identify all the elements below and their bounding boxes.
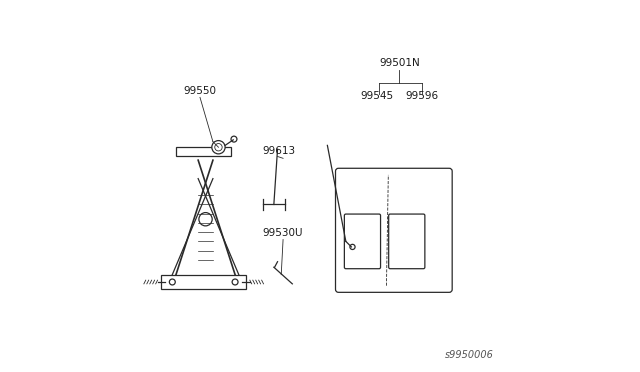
Text: s9950006: s9950006 (445, 350, 493, 359)
FancyBboxPatch shape (176, 147, 232, 157)
Circle shape (232, 279, 238, 285)
Text: 99501N: 99501N (379, 58, 420, 68)
Circle shape (212, 141, 225, 154)
FancyBboxPatch shape (344, 214, 381, 269)
FancyBboxPatch shape (335, 168, 452, 292)
Text: 99613: 99613 (263, 147, 296, 157)
Text: 99530U: 99530U (263, 228, 303, 238)
Circle shape (199, 212, 212, 226)
FancyBboxPatch shape (161, 275, 246, 289)
Text: 99545: 99545 (361, 91, 394, 101)
Text: 99550: 99550 (184, 86, 216, 96)
Circle shape (215, 144, 222, 151)
Circle shape (231, 136, 237, 142)
Text: 99596: 99596 (405, 91, 438, 101)
FancyBboxPatch shape (388, 214, 425, 269)
Circle shape (170, 279, 175, 285)
Circle shape (350, 244, 355, 250)
